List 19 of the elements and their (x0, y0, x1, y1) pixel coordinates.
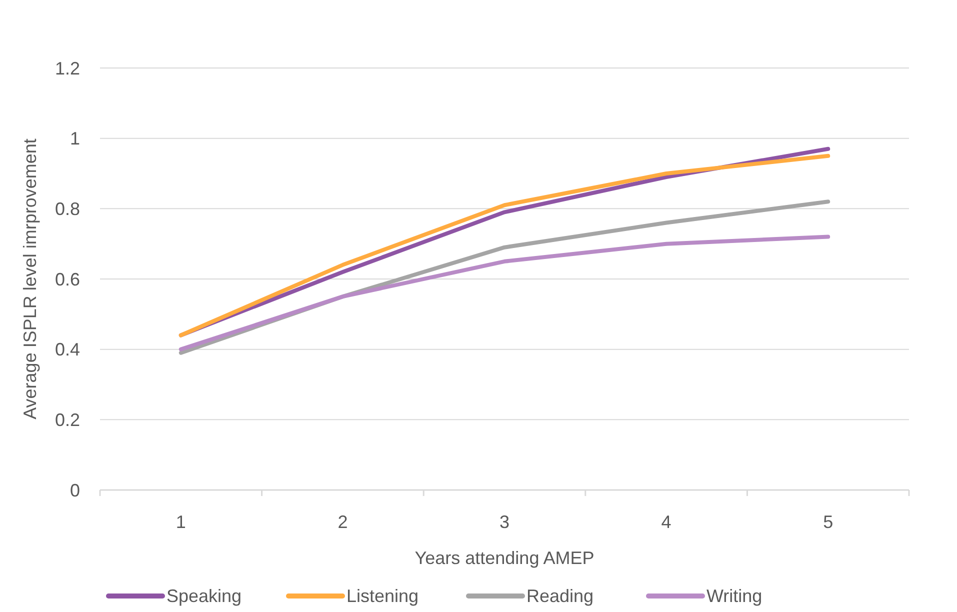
y-tick-label: 0.8 (54, 198, 80, 219)
y-tick-label: 0.4 (54, 340, 80, 360)
line-series (178, 234, 830, 352)
legend-label: Reading (526, 586, 594, 606)
y-tick-label: 0 (70, 480, 80, 500)
x-axis-title: Years attending AMEP (414, 548, 594, 568)
x-tick-label: 2 (338, 512, 348, 532)
y-tick-label: 1.2 (54, 58, 80, 78)
legend-label: Speaking (166, 586, 242, 606)
y-axis-title: Average ISPLR level imrprovement (20, 138, 40, 420)
y-tick-label: 0.6 (54, 269, 80, 290)
x-tick-label: 4 (661, 512, 672, 532)
x-tick-label: 5 (823, 512, 834, 532)
legend-label: Listening (346, 586, 419, 606)
y-tick-label: 1 (70, 128, 80, 149)
y-tick-label: 0.2 (54, 410, 80, 430)
legend-label: Writing (706, 586, 762, 606)
x-tick-label: 3 (499, 512, 510, 532)
x-tick-label: 1 (176, 512, 186, 532)
